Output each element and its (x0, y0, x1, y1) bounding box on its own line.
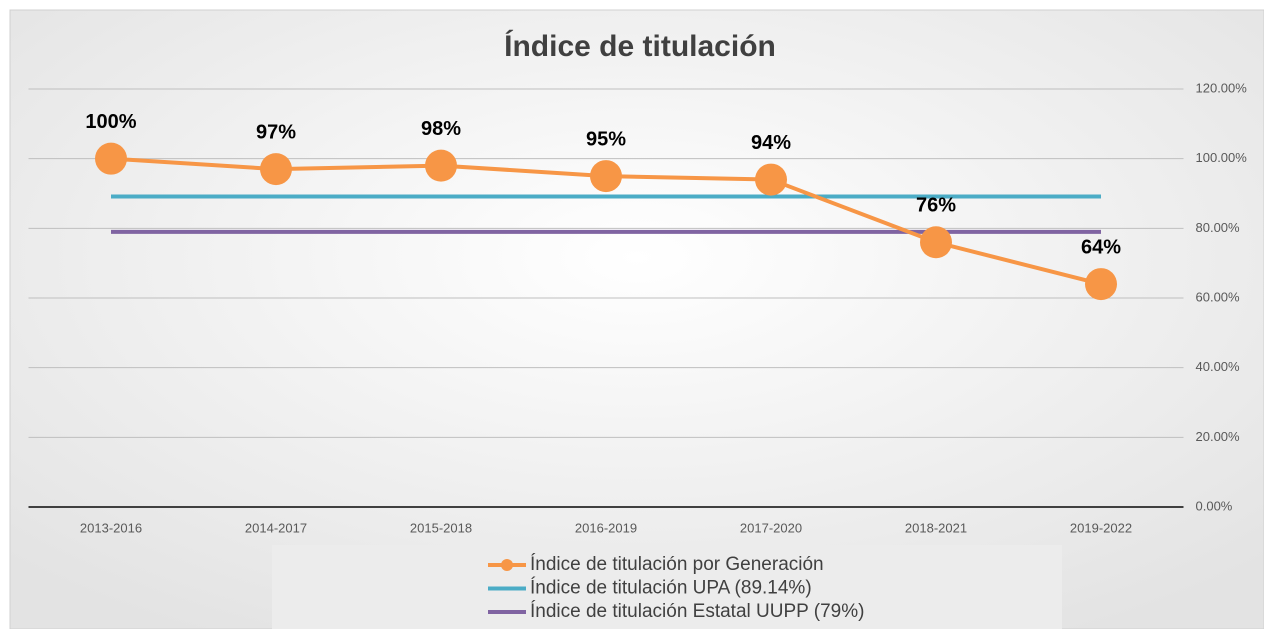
data-point (920, 226, 952, 259)
y-tick-label: 20.00% (1196, 429, 1241, 444)
chart-background (9, 9, 1264, 629)
y-tick-label: 120.00% (1196, 80, 1248, 95)
data-point (425, 149, 457, 182)
y-tick-label: 80.00% (1196, 220, 1241, 235)
data-point (590, 160, 622, 193)
x-tick-label: 2013-2016 (80, 520, 142, 535)
data-point (95, 142, 127, 175)
x-tick-label: 2019-2022 (1070, 520, 1132, 535)
chart-title: Índice de titulación (504, 29, 776, 63)
data-label: 76% (916, 195, 956, 217)
x-tick-label: 2016-2019 (575, 520, 637, 535)
legend-box (272, 545, 1062, 629)
data-point (1085, 268, 1117, 301)
data-label: 100% (85, 111, 136, 133)
y-tick-label: 60.00% (1196, 289, 1241, 304)
data-label: 95% (586, 128, 626, 150)
data-label: 97% (256, 121, 296, 143)
y-tick-label: 100.00% (1196, 150, 1248, 165)
legend-label: Índice de titulación UPA (89.14%) (530, 578, 812, 599)
legend-marker (501, 559, 513, 571)
x-tick-label: 2017-2020 (740, 520, 802, 535)
y-tick-label: 40.00% (1196, 359, 1241, 374)
legend-label: Índice de titulación por Generación (530, 554, 824, 575)
x-tick-label: 2014-2017 (245, 520, 307, 535)
legend-label: Índice de titulación Estatal UUPP (79%) (530, 601, 864, 622)
data-point (260, 153, 292, 186)
y-tick-label: 0.00% (1196, 498, 1233, 513)
x-tick-label: 2018-2021 (905, 520, 967, 535)
data-point (755, 163, 787, 196)
data-label: 98% (421, 118, 461, 140)
data-label: 64% (1081, 236, 1121, 258)
data-label: 94% (751, 132, 791, 154)
x-tick-label: 2015-2018 (410, 520, 472, 535)
